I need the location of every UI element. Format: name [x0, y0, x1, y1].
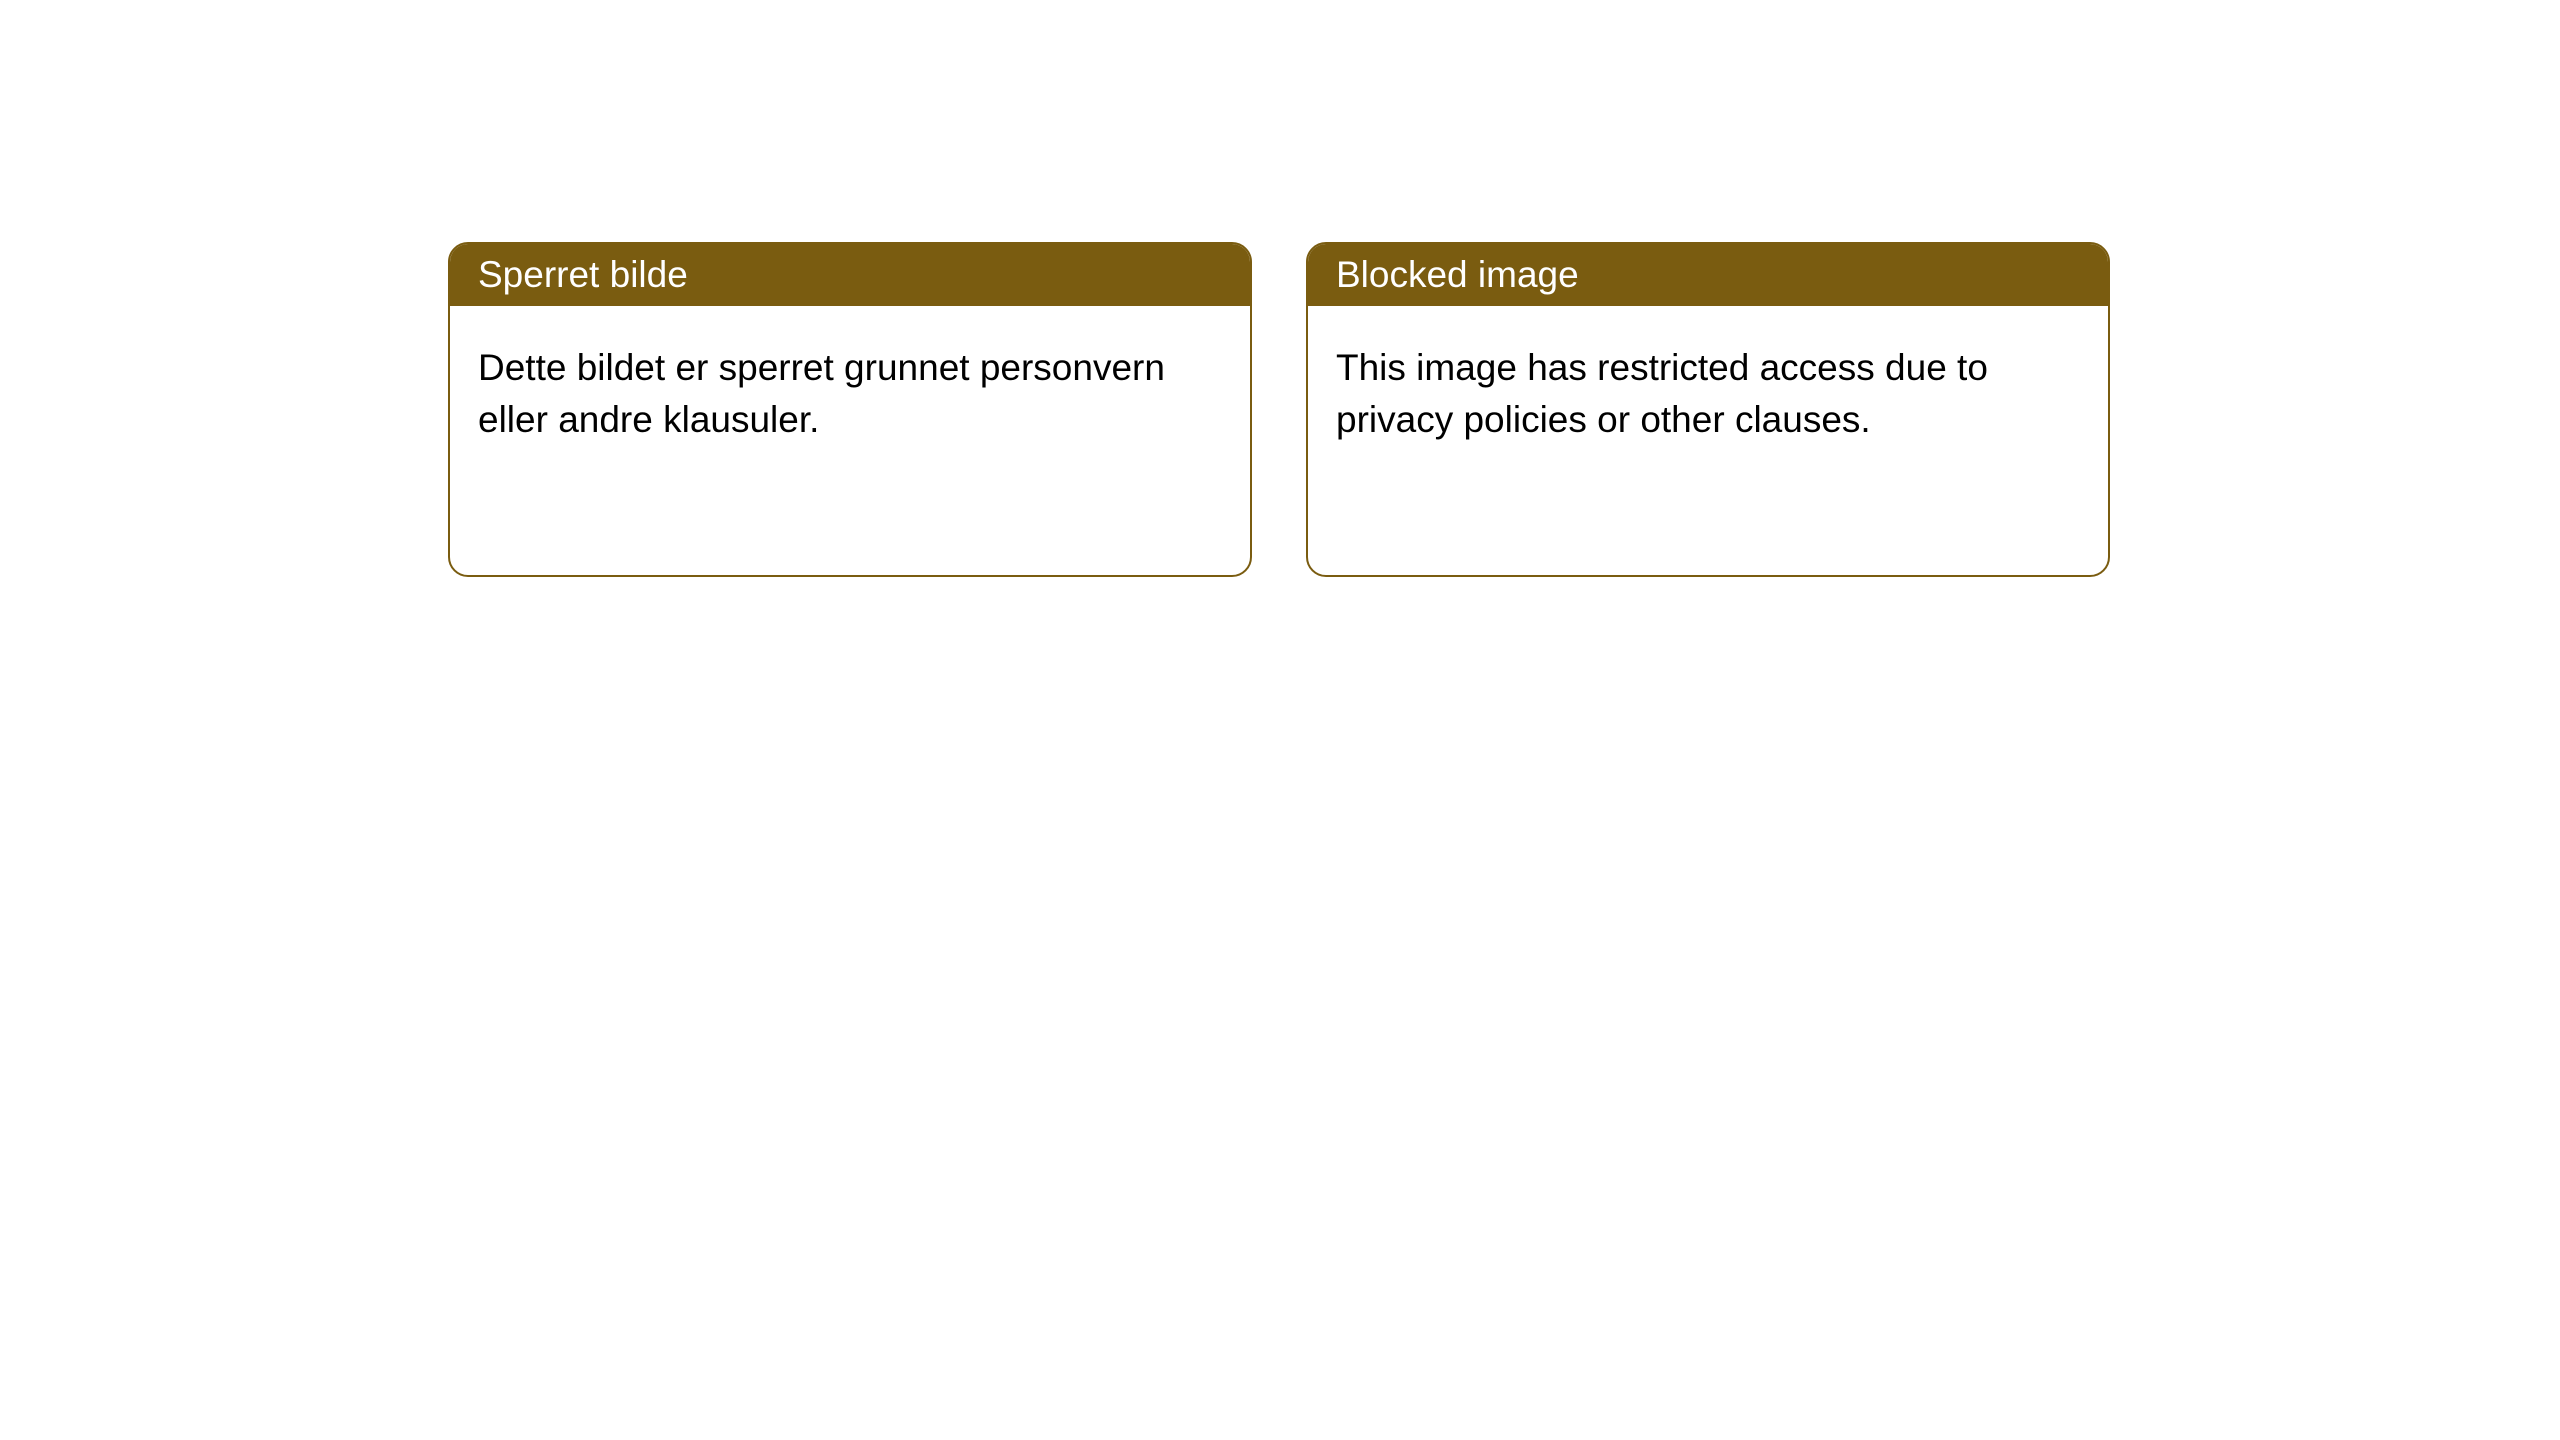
notice-title-english: Blocked image	[1336, 254, 1579, 295]
notice-box-norwegian: Sperret bilde Dette bildet er sperret gr…	[448, 242, 1252, 577]
notice-title-norwegian: Sperret bilde	[478, 254, 688, 295]
notice-body-norwegian: Dette bildet er sperret grunnet personve…	[450, 306, 1250, 482]
notice-container: Sperret bilde Dette bildet er sperret gr…	[0, 0, 2560, 577]
notice-header-norwegian: Sperret bilde	[450, 244, 1250, 306]
notice-header-english: Blocked image	[1308, 244, 2108, 306]
notice-text-english: This image has restricted access due to …	[1336, 347, 1988, 440]
notice-body-english: This image has restricted access due to …	[1308, 306, 2108, 482]
notice-text-norwegian: Dette bildet er sperret grunnet personve…	[478, 347, 1165, 440]
notice-box-english: Blocked image This image has restricted …	[1306, 242, 2110, 577]
